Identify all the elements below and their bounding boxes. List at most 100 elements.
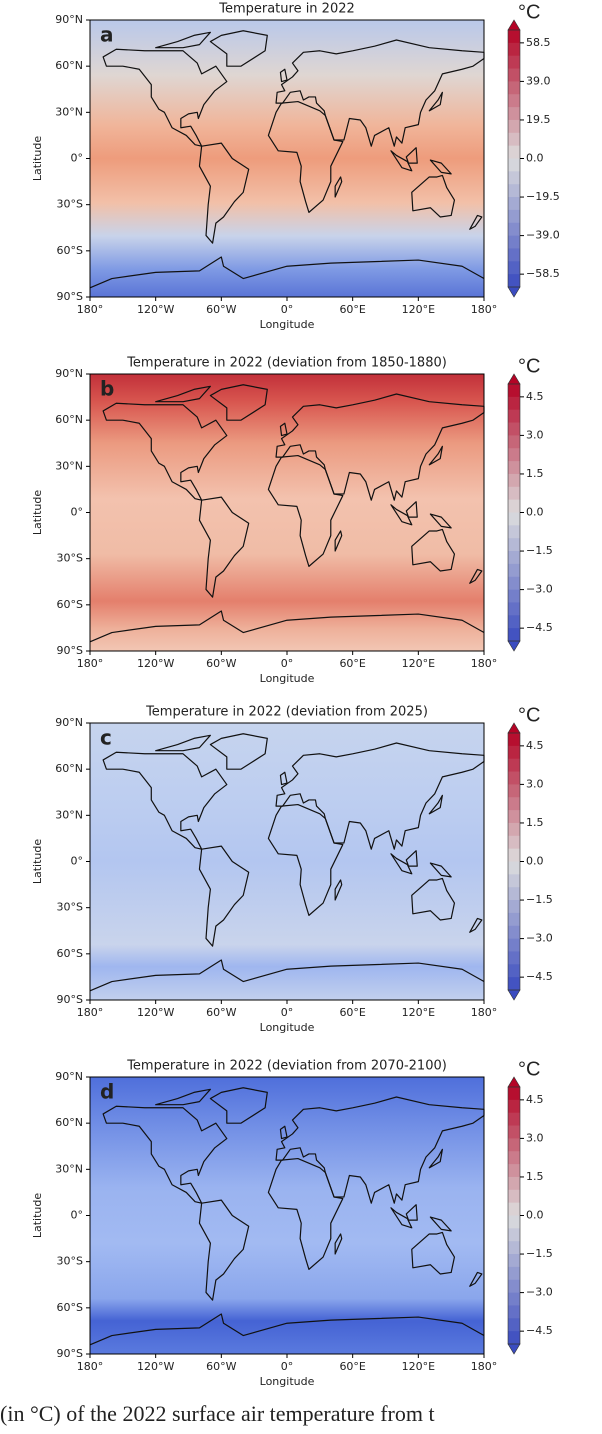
colorbar-tick-label: 4.5 <box>526 1093 544 1106</box>
map-title: Temperature in 2022 (deviation from 1850… <box>126 356 447 371</box>
colorbar-band <box>508 42 520 57</box>
x-tick-label: 0° <box>281 657 294 670</box>
y-axis-label: Latitude <box>31 490 44 536</box>
colorbar-band <box>508 887 520 901</box>
x-tick-label: 180° <box>471 657 498 670</box>
colorbar-band <box>508 261 520 275</box>
colorbar-tick-label: −1.5 <box>526 1247 553 1260</box>
y-axis-label: Latitude <box>31 136 44 182</box>
x-tick-label: 120°E <box>402 1360 435 1373</box>
x-tick-label: 180° <box>77 303 104 316</box>
y-tick-label: 30°S <box>57 552 83 565</box>
x-tick-label: 60°W <box>206 1360 236 1373</box>
y-tick-label: 60°N <box>55 413 83 426</box>
colorbar-band <box>508 1189 520 1204</box>
colorbar-band <box>508 1331 520 1345</box>
colorbar-band <box>508 1266 520 1281</box>
colorbar-band <box>508 784 520 798</box>
colorbar-band <box>508 797 520 811</box>
y-tick-label: 90°N <box>55 716 83 729</box>
x-tick-label: 180° <box>77 657 104 670</box>
y-tick-label: 0° <box>71 152 84 165</box>
x-tick-label: 0° <box>281 1006 294 1019</box>
panel-letter: a <box>100 23 114 47</box>
map-field <box>90 374 484 651</box>
x-tick-label: 120°W <box>137 1360 174 1373</box>
x-tick-label: 60°W <box>206 1006 236 1019</box>
colorbar-tick-label: 19.5 <box>526 113 551 126</box>
y-tick-label: 90°S <box>57 644 83 657</box>
colorbar-band <box>508 1202 520 1216</box>
colorbar-tick-label: 3.0 <box>526 777 544 790</box>
panel-letter: c <box>100 726 112 750</box>
colorbar-band <box>508 977 520 991</box>
colorbar-band <box>508 848 520 862</box>
colorbar-band <box>508 274 520 288</box>
y-tick-label: 0° <box>71 1209 84 1222</box>
colorbar-band <box>508 615 520 629</box>
colorbar-band <box>508 951 520 965</box>
colorbar-band <box>508 822 520 837</box>
colorbar-band <box>508 1305 520 1319</box>
colorbar-band <box>508 171 520 185</box>
colorbar-tick-label: −4.5 <box>526 970 553 983</box>
colorbar-band <box>508 1099 520 1114</box>
y-tick-label: 30°S <box>57 1255 83 1268</box>
x-axis-label: Longitude <box>260 1021 315 1034</box>
y-tick-label: 60°N <box>55 59 83 72</box>
y-tick-label: 60°S <box>57 244 83 257</box>
x-tick-label: 60°W <box>206 657 236 670</box>
colorbar-tick-label: −4.5 <box>526 1324 553 1337</box>
colorbar-tick-label: −39.0 <box>526 229 560 242</box>
map-title: Temperature in 2022 (deviation from 2025… <box>145 705 428 720</box>
colorbar-band <box>508 771 520 785</box>
colorbar-tick-label: −3.0 <box>526 583 553 596</box>
x-axis-label: Longitude <box>260 1375 315 1388</box>
x-tick-label: 60°E <box>339 1006 365 1019</box>
colorbar-band <box>508 422 520 436</box>
y-tick-label: 30°S <box>57 901 83 914</box>
colorbar-band <box>508 235 520 249</box>
y-tick-label: 60°S <box>57 1301 83 1314</box>
colorbar-band <box>508 396 520 411</box>
colorbar-band <box>508 197 520 211</box>
colorbar-band <box>508 499 520 513</box>
colorbar-band <box>508 1138 520 1152</box>
x-tick-label: 0° <box>281 303 294 316</box>
colorbar-band <box>508 512 520 526</box>
colorbar-extend-bottom <box>507 286 521 298</box>
colorbar-band <box>508 158 520 172</box>
colorbar-band <box>508 384 520 398</box>
colorbar-band <box>508 1241 520 1255</box>
colorbar-tick-label: 0.0 <box>526 152 544 165</box>
colorbar-band <box>508 551 520 565</box>
y-axis-label: Latitude <box>31 1193 44 1239</box>
map-field <box>90 723 484 1000</box>
y-tick-label: 60°N <box>55 1116 83 1129</box>
colorbar-band <box>508 30 520 44</box>
colorbar-band <box>508 1228 520 1242</box>
colorbar-band <box>508 861 520 875</box>
colorbar-band <box>508 758 520 773</box>
colorbar-band <box>508 589 520 603</box>
x-tick-label: 60°E <box>339 1360 365 1373</box>
colorbar-band <box>508 1125 520 1139</box>
colorbar-tick-label: 4.5 <box>526 739 544 752</box>
y-tick-label: 30°N <box>55 1162 83 1175</box>
colorbar-tick-label: 1.5 <box>526 1170 544 1183</box>
x-tick-label: 60°E <box>339 303 365 316</box>
colorbar-band <box>508 1176 520 1191</box>
x-tick-label: 120°W <box>137 1006 174 1019</box>
y-tick-label: 0° <box>71 506 84 519</box>
x-tick-label: 60°W <box>206 303 236 316</box>
panel-letter: b <box>100 377 114 401</box>
colorbar-band <box>508 473 520 488</box>
colorbar-tick-label: 4.5 <box>526 390 544 403</box>
y-tick-label: 60°S <box>57 598 83 611</box>
y-tick-label: 0° <box>71 855 84 868</box>
colorbar-tick-label: 3.0 <box>526 1131 544 1144</box>
colorbar-band <box>508 248 520 262</box>
colorbar-band <box>508 925 520 940</box>
colorbar-tick-label: −3.0 <box>526 932 553 945</box>
